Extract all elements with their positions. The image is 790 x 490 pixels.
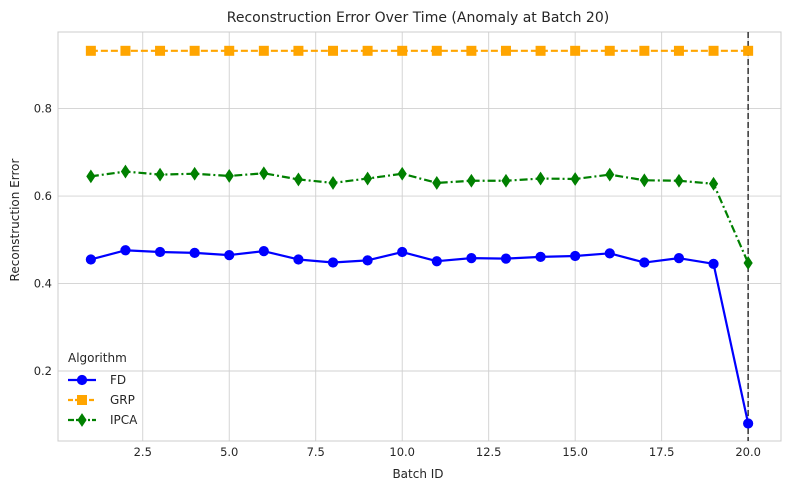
legend-marker <box>77 395 87 405</box>
axis-ticks: 2.5 5.0 7.5 10.0 12.5 15.0 17.5 20.0 0.2 0.4 0.6 0.… <box>34 102 761 459</box>
data-point-ipca <box>432 176 442 190</box>
legend-marker <box>76 374 88 386</box>
data-point-fd <box>673 253 685 264</box>
data-point-grp <box>258 45 269 56</box>
series-line-fd <box>90 249 750 424</box>
y-tick-label: 0.8 <box>34 102 52 116</box>
data-point-grp <box>604 45 615 56</box>
data-point-grp <box>431 45 442 56</box>
data-point-grp <box>397 45 408 56</box>
series-lines <box>85 45 754 429</box>
data-point-ipca <box>501 173 511 188</box>
legend-item-grp: GRP <box>68 393 135 407</box>
data-point-ipca <box>639 173 649 188</box>
data-point-fd <box>570 250 581 262</box>
data-point-ipca <box>535 171 546 186</box>
data-point-fd <box>708 258 719 269</box>
data-point-fd <box>535 251 546 262</box>
data-point-grp <box>85 45 96 56</box>
data-point-fd <box>120 245 131 256</box>
x-tick-label: 7.5 <box>307 445 325 459</box>
data-point-ipca <box>397 166 407 181</box>
data-point-ipca <box>155 167 165 182</box>
data-point-ipca <box>605 167 615 182</box>
data-point-fd <box>224 249 235 261</box>
data-point-grp <box>743 45 754 56</box>
series-ipca <box>86 164 753 270</box>
data-point-grp <box>224 45 235 56</box>
data-point-ipca <box>120 164 131 179</box>
series-grp <box>85 45 754 56</box>
x-tick-label: 15.0 <box>562 445 588 459</box>
data-point-fd <box>604 248 615 259</box>
data-point-fd <box>466 253 477 264</box>
y-tick-label: 0.4 <box>34 277 52 291</box>
data-point-fd <box>327 257 339 268</box>
x-tick-label: 10.0 <box>389 445 415 459</box>
data-point-fd <box>189 247 200 259</box>
legend-title: Algorithm <box>68 351 127 365</box>
legend-label: FD <box>110 373 126 387</box>
data-point-ipca <box>224 169 234 183</box>
x-tick-label: 2.5 <box>134 445 152 459</box>
legend-label: IPCA <box>110 413 138 427</box>
data-point-ipca <box>466 173 476 188</box>
data-point-grp <box>535 45 546 56</box>
legend: Algorithm FD GRP IPCA <box>68 351 138 427</box>
data-point-fd <box>85 254 96 265</box>
series-line-ipca <box>90 170 750 264</box>
legend-item-fd: FD <box>68 373 126 387</box>
data-point-grp <box>362 45 373 56</box>
data-point-grp <box>189 45 200 56</box>
y-tick-label: 0.2 <box>34 364 52 378</box>
data-point-grp <box>120 45 131 56</box>
legend-marker <box>77 413 87 427</box>
data-point-ipca <box>743 256 753 270</box>
data-point-ipca <box>674 173 684 188</box>
data-point-grp <box>708 45 719 56</box>
data-point-ipca <box>190 166 200 181</box>
x-tick-label: 12.5 <box>476 445 502 459</box>
data-point-fd <box>639 257 650 268</box>
data-point-grp <box>466 45 477 56</box>
legend-item-ipca: IPCA <box>68 413 138 427</box>
data-point-ipca <box>293 172 304 187</box>
data-point-ipca <box>328 176 338 190</box>
y-tick-label: 0.6 <box>34 189 52 203</box>
data-point-fd <box>258 246 269 257</box>
data-point-fd <box>500 253 512 264</box>
data-point-ipca <box>86 169 96 184</box>
data-point-grp <box>639 45 650 56</box>
series-fd <box>85 245 754 429</box>
x-tick-label: 17.5 <box>649 445 675 459</box>
plot-area <box>57 31 782 442</box>
data-point-fd <box>431 256 442 267</box>
data-point-grp <box>673 45 684 56</box>
data-point-fd <box>154 246 166 258</box>
data-point-fd <box>293 254 304 265</box>
data-point-fd <box>743 418 754 429</box>
grid <box>58 32 781 441</box>
data-point-grp <box>155 45 166 56</box>
data-point-ipca <box>708 176 719 191</box>
x-tick-label: 5.0 <box>220 445 238 459</box>
data-point-ipca <box>570 172 580 186</box>
legend-label: GRP <box>110 393 135 407</box>
data-point-grp <box>570 45 581 56</box>
data-point-fd <box>397 246 408 258</box>
y-axis-label: Reconstruction Error <box>8 159 22 282</box>
x-axis-label: Batch ID <box>392 467 443 481</box>
data-point-grp <box>328 45 339 56</box>
data-point-ipca <box>363 171 373 186</box>
data-point-grp <box>293 45 304 56</box>
x-tick-label: 20.0 <box>735 445 761 459</box>
data-point-fd <box>362 255 373 266</box>
data-point-grp <box>500 45 511 56</box>
data-point-ipca <box>259 166 269 181</box>
chart-title: Reconstruction Error Over Time (Anomaly … <box>227 10 609 26</box>
